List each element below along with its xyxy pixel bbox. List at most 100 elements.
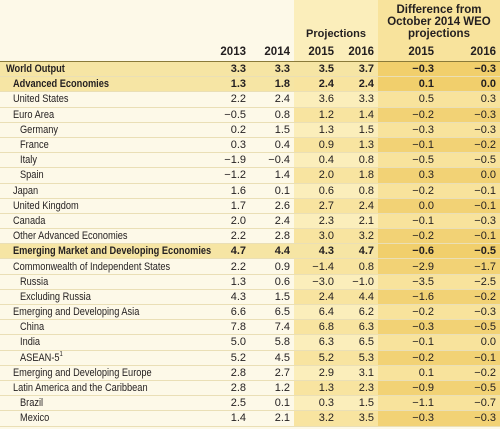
row-label-text: United States	[13, 93, 69, 106]
value-cell: 1.7	[214, 198, 250, 214]
value-cell: 7.4	[250, 319, 294, 336]
value-cell: 2.1	[338, 213, 378, 230]
table-row: India 5.0 5.8 6.3 6.5 −0.1 0.0	[0, 334, 500, 351]
table-row: Emerging and Developing Europe 2.8 2.7 2.9 3…	[0, 365, 500, 381]
table-row: Russia 1.3 0.6 −3.0 −1.0 −3.5 −2.5	[0, 274, 500, 290]
row-label: Canada	[13, 215, 45, 227]
value-cell: 0.9	[294, 137, 338, 154]
value-cell: 0.4	[294, 152, 338, 169]
value-cell: −1.6	[378, 289, 438, 306]
row-label-text: Mexico	[20, 412, 50, 425]
value-cell: 1.2	[250, 380, 294, 397]
value-cell: −0.3	[438, 61, 500, 78]
value-cell: −0.2	[438, 289, 500, 306]
value-cell: 2.8	[250, 228, 294, 245]
value-cell: 2.2	[214, 91, 250, 108]
value-cell: 3.2	[294, 410, 338, 427]
value-cell: −0.1	[438, 228, 500, 245]
value-cell: 0.0	[438, 76, 500, 93]
row-label: Euro Area	[13, 109, 54, 121]
value-cell: 2.1	[250, 410, 294, 427]
value-cell: 0.6	[250, 274, 294, 290]
value-cell: −0.5	[438, 243, 500, 260]
value-cell: 4.3	[214, 289, 250, 306]
value-cell: 6.6	[214, 304, 250, 321]
value-cell: 6.8	[294, 319, 338, 336]
value-cell: 1.5	[338, 122, 378, 138]
table-row: Euro Area −0.5 0.8 1.2 1.4 −0.2 −0.3	[0, 107, 500, 123]
value-cell: 1.3	[294, 380, 338, 397]
value-cell: 5.0	[214, 334, 250, 351]
value-cell: 6.3	[294, 334, 338, 351]
value-cell: 2.4	[294, 76, 338, 93]
value-cell: 5.3	[338, 350, 378, 366]
table-row: Latin America and the Caribbean 2.8 1.2 1.3…	[0, 380, 500, 397]
value-cell: 2.4	[338, 76, 378, 93]
value-cell: 1.6	[214, 183, 250, 199]
value-cell: −0.3	[378, 122, 438, 138]
value-cell: 0.8	[338, 258, 378, 275]
value-cell: 1.4	[250, 167, 294, 184]
value-cell: −0.5	[214, 107, 250, 123]
row-label: Germany	[20, 124, 58, 136]
value-cell: −0.1	[378, 213, 438, 230]
value-cell: 2.4	[250, 213, 294, 230]
row-label-cell: Mexico	[0, 410, 214, 427]
value-cell: 2.3	[338, 380, 378, 397]
value-cell: −0.4	[250, 152, 294, 169]
value-cell: 3.6	[294, 91, 338, 108]
value-cell: 7.8	[214, 319, 250, 336]
value-cell: 4.4	[250, 243, 294, 260]
value-cell: 3.3	[338, 91, 378, 108]
value-cell: 1.3	[214, 274, 250, 290]
value-cell: 5.8	[250, 334, 294, 351]
row-label-cell: Euro Area	[0, 107, 214, 123]
value-cell: −1.4	[294, 258, 338, 275]
row-label: Commonwealth of Independent States	[13, 261, 170, 273]
row-label-cell: Commonwealth of Independent States	[0, 258, 214, 275]
row-label-text: Excluding Russia	[20, 290, 91, 303]
row-label-text: ASEAN-5	[20, 351, 60, 364]
value-cell: 2.4	[294, 289, 338, 306]
value-cell: 1.3	[294, 122, 338, 138]
row-label: Japan	[13, 185, 38, 197]
row-label-text: Other Advanced Economies	[13, 230, 128, 243]
value-cell: −1.1	[378, 395, 438, 412]
row-label-text: Spain	[20, 169, 44, 182]
value-cell: 3.3	[214, 61, 250, 78]
row-label: India	[20, 336, 40, 348]
row-label-cell: Japan	[0, 183, 214, 199]
value-cell: 0.6	[294, 183, 338, 199]
row-label-text: Emerging and Developing Europe	[13, 366, 152, 379]
year-header: 2016	[438, 42, 500, 62]
value-cell: 0.1	[378, 365, 438, 381]
row-label-cell: Latin America and the Caribbean	[0, 380, 214, 397]
table-row: Italy −1.9 −0.4 0.4 0.8 −0.5 −0.5	[0, 152, 500, 169]
row-label-text: China	[20, 321, 45, 334]
value-cell: −0.2	[438, 365, 500, 381]
value-cell: 3.5	[294, 61, 338, 78]
row-label: Advanced Economies	[13, 78, 109, 90]
row-label-cell: India	[0, 334, 214, 351]
value-cell: 0.8	[250, 107, 294, 123]
value-cell: −0.1	[378, 137, 438, 154]
value-cell: 2.4	[250, 91, 294, 108]
value-cell: 6.4	[294, 304, 338, 321]
value-cell: −0.3	[438, 410, 500, 427]
value-cell: −0.3	[438, 213, 500, 230]
value-cell: −0.2	[378, 228, 438, 245]
table-row: Emerging Market and Developing Economies…	[0, 243, 500, 260]
value-cell: 2.2	[214, 228, 250, 245]
value-cell: 2.5	[214, 395, 250, 412]
value-cell: 2.0	[214, 213, 250, 230]
value-cell: −0.3	[378, 61, 438, 78]
row-label-cell: Emerging and Developing Asia	[0, 304, 214, 321]
table-row: United Kingdom 1.7 2.6 2.7 2.4 0.0 −0.1	[0, 198, 500, 214]
row-label-text: Canada	[13, 214, 46, 227]
value-cell: −0.1	[438, 198, 500, 214]
row-label: Mexico	[20, 412, 49, 424]
value-cell: 1.5	[250, 122, 294, 138]
row-label-text: Advanced Economies	[13, 78, 110, 91]
value-cell: 0.5	[378, 91, 438, 108]
